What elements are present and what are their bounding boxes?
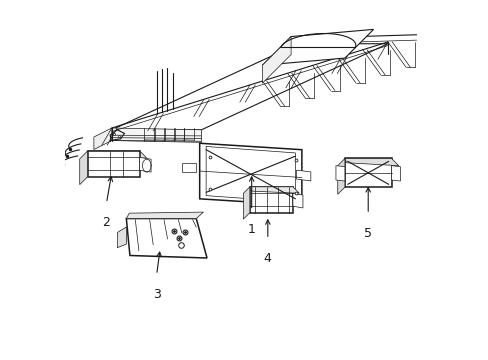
Polygon shape <box>112 128 201 142</box>
Polygon shape <box>262 37 290 83</box>
Polygon shape <box>117 227 126 248</box>
Polygon shape <box>335 166 344 181</box>
Text: 5: 5 <box>364 226 371 240</box>
Text: 3: 3 <box>152 288 160 301</box>
Polygon shape <box>87 151 139 177</box>
Polygon shape <box>112 44 387 130</box>
Polygon shape <box>249 187 292 213</box>
Polygon shape <box>126 212 203 219</box>
Polygon shape <box>243 187 249 219</box>
Text: 1: 1 <box>247 223 255 236</box>
Text: 4: 4 <box>264 252 271 265</box>
Polygon shape <box>80 151 87 185</box>
Polygon shape <box>262 30 373 65</box>
Polygon shape <box>249 187 299 193</box>
Polygon shape <box>199 143 301 205</box>
Text: 2: 2 <box>102 216 110 229</box>
Polygon shape <box>139 157 151 172</box>
Polygon shape <box>126 219 206 258</box>
Polygon shape <box>344 158 398 166</box>
Polygon shape <box>94 128 112 149</box>
Polygon shape <box>296 170 310 181</box>
Polygon shape <box>337 158 344 194</box>
Polygon shape <box>292 193 303 208</box>
Polygon shape <box>391 166 400 181</box>
Polygon shape <box>344 158 391 187</box>
Polygon shape <box>206 147 295 202</box>
Polygon shape <box>87 151 146 158</box>
Polygon shape <box>182 163 196 172</box>
